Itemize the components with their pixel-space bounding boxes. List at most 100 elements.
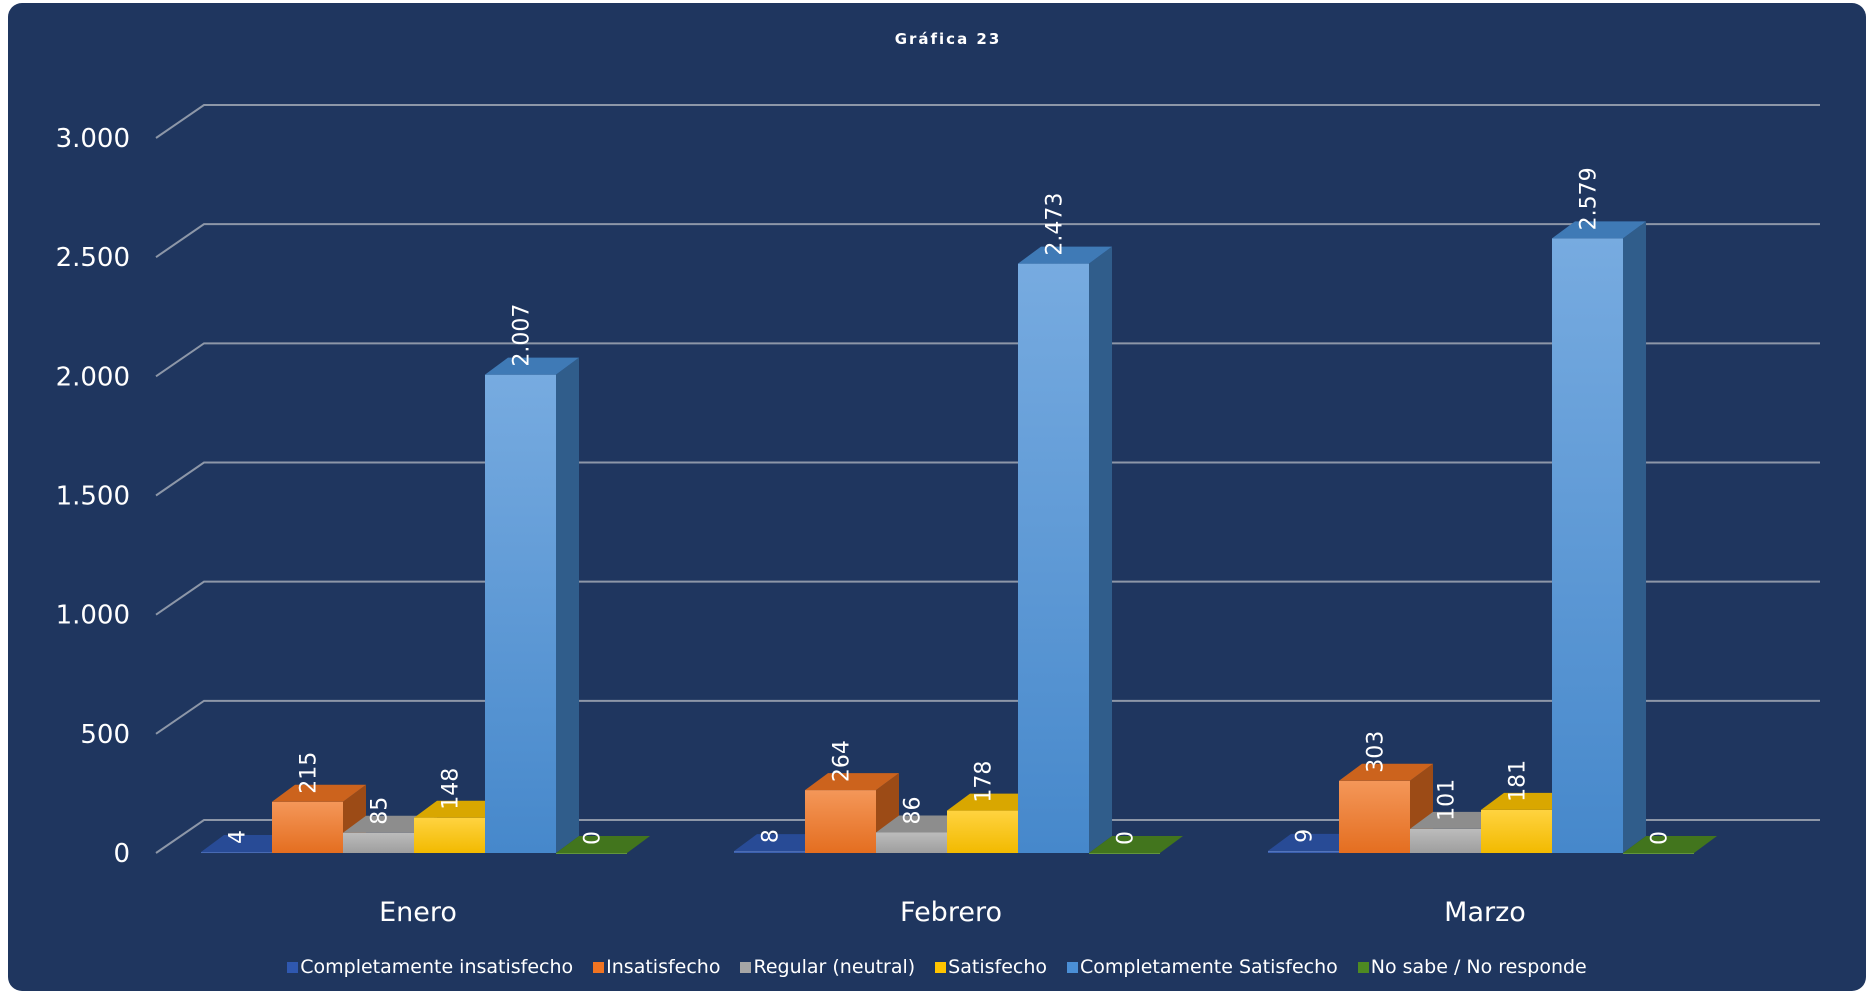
bar-front (343, 832, 414, 853)
bar-side (1623, 221, 1646, 854)
bar-front (734, 851, 805, 853)
legend: Completamente insatisfecho Insatisfecho Re… (8, 955, 1866, 979)
bar-front (1339, 780, 1410, 853)
legend-label: Completamente insatisfecho (300, 956, 574, 978)
bar-top (947, 793, 1041, 811)
x-axis: Enero Febrero Marzo (379, 897, 1526, 928)
legend-item: Insatisfecho (593, 956, 720, 978)
bar-top (876, 815, 970, 833)
legend-swatch (1357, 961, 1369, 973)
bar-top (734, 834, 828, 852)
bar-top (1089, 836, 1183, 853)
bar-front (1481, 809, 1552, 853)
bar-top (1018, 246, 1112, 264)
y-tick-label: 2.000 (56, 362, 130, 392)
data-label: 101 (1435, 779, 1460, 821)
data-label: 264 (830, 740, 855, 782)
bar (1623, 836, 1717, 854)
legend-label: No sabe / No responde (1370, 956, 1587, 978)
x-tick-label: Enero (379, 897, 457, 928)
data-label: 9 (1293, 829, 1318, 843)
bar-top (201, 835, 295, 853)
gridline (155, 580, 1820, 616)
legend-swatch (593, 961, 605, 973)
bar-side (556, 357, 579, 853)
bar-front (1410, 828, 1481, 853)
gridline (155, 104, 1820, 139)
bar-top (805, 773, 899, 791)
legend-item: Completamente insatisfecho (287, 956, 573, 978)
data-label: 181 (1506, 760, 1531, 802)
data-label: 215 (297, 752, 322, 794)
data-label: 0 (1114, 831, 1139, 845)
legend-label: Satisfecho (948, 956, 1047, 978)
legend-swatch (935, 961, 947, 973)
bar (1089, 836, 1183, 854)
bar (556, 836, 650, 854)
bar-front (556, 853, 627, 854)
bar (1552, 221, 1646, 854)
legend-swatch (1067, 961, 1078, 973)
data-labels-layer: 4 215 85 148 2.007 0 8 264 86 178 2.473 0 9 303 101 181… (226, 167, 1673, 845)
y-tick-label: 0 (113, 839, 130, 869)
bar-front (201, 852, 272, 854)
gridline (155, 461, 1820, 497)
y-tick-label: 3.000 (56, 124, 130, 154)
y-tick-label: 1.000 (56, 601, 130, 631)
bar-top (1410, 811, 1504, 829)
y-axis: 0 500 1.000 1.500 2.000 2.500 3.000 (56, 124, 130, 869)
bar (1410, 811, 1504, 853)
bar-front (1268, 850, 1339, 853)
data-label: 8 (759, 829, 784, 843)
legend-label: Insatisfecho (606, 956, 721, 978)
data-label: 2.007 (510, 304, 535, 367)
data-label: 178 (972, 761, 997, 803)
x-tick-label: Febrero (900, 897, 1002, 928)
bar-front (485, 374, 556, 853)
bar-top (1552, 221, 1646, 239)
data-label: 86 (901, 797, 926, 825)
data-label: 2.473 (1043, 193, 1068, 256)
bar-top (414, 800, 508, 818)
bar-front (414, 817, 485, 853)
legend-swatch (287, 961, 299, 973)
bar-front (1018, 263, 1089, 853)
data-label: 2.579 (1577, 167, 1602, 230)
bar (1339, 763, 1433, 853)
bar-top (272, 784, 366, 802)
bar-front (876, 832, 947, 853)
bar (1018, 246, 1112, 853)
data-label: 0 (581, 831, 606, 845)
legend-item: Regular (neutral) (740, 956, 915, 978)
legend-label: Completamente Satisfecho (1080, 956, 1338, 978)
bar-front (805, 790, 876, 853)
bar (272, 784, 366, 853)
legend-label: Regular (neutral) (753, 956, 916, 978)
data-label: 0 (1648, 831, 1673, 845)
chart-panel: Gráfica 23 0 500 1.000 1.500 2.000 2.500 3.000… (8, 3, 1866, 991)
data-label: 4 (226, 830, 251, 844)
bar-side (1089, 246, 1112, 853)
data-label: 148 (439, 768, 464, 810)
gridline (155, 223, 1820, 258)
gridline (155, 699, 1820, 735)
bar-front (1089, 853, 1160, 854)
y-tick-label: 500 (80, 720, 130, 750)
bar-front (947, 810, 1018, 853)
legend-item: Satisfecho (935, 956, 1047, 978)
x-tick-label: Marzo (1444, 897, 1526, 928)
legend-item: Completamente Satisfecho (1067, 956, 1338, 978)
bar-top (343, 815, 437, 833)
bar-top (485, 357, 579, 375)
bar-front (272, 801, 343, 853)
gridline (155, 342, 1820, 378)
bars-layer (201, 221, 1717, 854)
legend-swatch (740, 961, 752, 973)
grid-layer (155, 104, 1820, 854)
chart-title: Gráfica 23 (895, 30, 1002, 48)
bar-top (1481, 792, 1575, 810)
bar-front (1623, 853, 1694, 854)
data-label: 303 (1364, 731, 1389, 773)
y-tick-label: 2.500 (56, 243, 130, 273)
data-label: 85 (368, 797, 393, 825)
